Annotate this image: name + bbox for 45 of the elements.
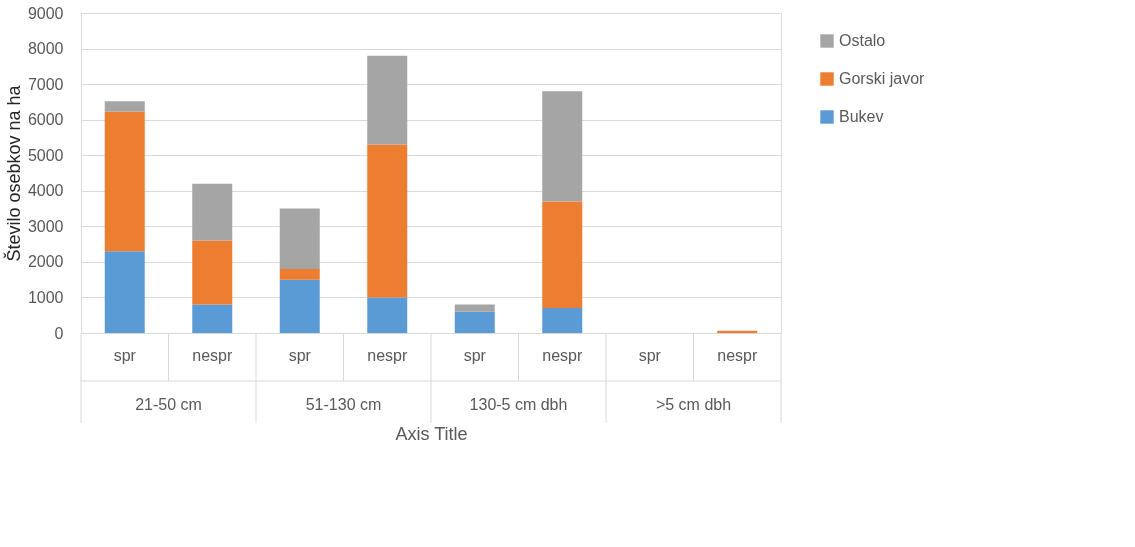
bar <box>542 91 583 202</box>
y-tick-label: 3000 <box>27 217 64 235</box>
x-tick-label: nespr <box>367 346 408 364</box>
y-tick-label: 6000 <box>27 111 64 129</box>
x-tick-label: spr <box>638 346 662 364</box>
x-tick-label: nespr <box>542 346 583 364</box>
bar <box>279 208 320 269</box>
bar <box>542 308 583 333</box>
y-tick-label: 7000 <box>27 75 64 93</box>
bar <box>104 251 145 333</box>
y-tick-label: 1000 <box>27 288 64 306</box>
y-tick-label: 8000 <box>27 40 64 58</box>
text: 21-50 cm <box>135 396 202 413</box>
bar <box>279 269 320 280</box>
text: 130-5 cm dbh <box>469 396 568 413</box>
x-tick-label: spr <box>463 346 487 364</box>
bar <box>367 144 408 298</box>
text: >5 cm dbh <box>655 396 732 413</box>
bar <box>192 304 233 333</box>
bar <box>192 183 233 241</box>
bar <box>367 55 408 145</box>
text: 51-130 cm <box>305 396 382 413</box>
bar <box>104 101 145 112</box>
x-axis-title: Axis Title <box>395 423 468 444</box>
y-tick-label: 0 <box>54 324 64 342</box>
y-tick-label: 2000 <box>27 253 64 271</box>
bar <box>104 111 145 252</box>
bar <box>454 304 495 312</box>
x-tick-label: nespr <box>717 346 758 364</box>
y-tick-label: 4000 <box>27 182 64 200</box>
bar <box>717 330 758 333</box>
bar <box>192 240 233 305</box>
legend-label: Bukev <box>839 108 884 125</box>
bar <box>542 201 583 309</box>
bar <box>279 279 320 333</box>
x-tick-label: nespr <box>192 346 233 364</box>
bar <box>454 311 495 333</box>
x-tick-label: spr <box>113 346 137 364</box>
y-tick-label: 9000 <box>27 4 64 22</box>
y-tick-label: 5000 <box>27 146 64 164</box>
legend-label: Gorski javor <box>839 70 926 87</box>
bar <box>367 297 408 333</box>
y-axis-title: Število osebkov na ha <box>2 84 24 262</box>
legend-label: Ostalo <box>839 32 886 49</box>
x-tick-label: spr <box>288 346 312 364</box>
